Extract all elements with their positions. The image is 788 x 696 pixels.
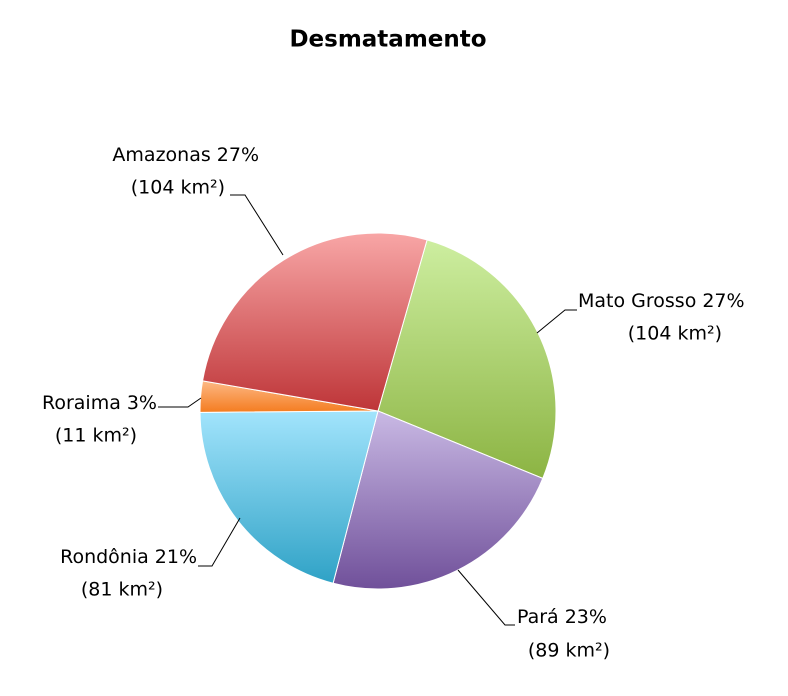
value-label: (104 km²) <box>131 177 225 199</box>
percent-label: 23% <box>565 606 607 628</box>
pie-slice <box>332 410 544 590</box>
category-label: Pará <box>517 606 559 628</box>
percent-label: 21% <box>155 546 197 568</box>
category-label: Amazonas <box>112 144 210 166</box>
category-label: Mato Grosso <box>578 290 696 312</box>
slice-label: Pará 23% <box>517 606 607 628</box>
value-label: (11 km²) <box>55 425 137 447</box>
value-label: (89 km²) <box>528 640 610 662</box>
leader-line <box>536 309 577 334</box>
slice-label: Amazonas 27% <box>112 144 259 166</box>
slice-label: Roraima 3% <box>42 392 157 414</box>
slice-label: Rondônia 21% <box>60 546 197 568</box>
percent-label: 27% <box>702 290 744 312</box>
pie-slice <box>199 410 379 584</box>
percent-label: 27% <box>217 144 259 166</box>
pie-slice <box>201 232 428 412</box>
percent-label: 3% <box>127 392 157 414</box>
pie-slice <box>377 239 557 480</box>
category-label: Roraima <box>42 392 121 414</box>
leader-line <box>230 194 284 256</box>
chart-title: Desmatamento <box>289 27 486 53</box>
value-label: (81 km²) <box>81 579 163 601</box>
leader-line <box>198 517 241 567</box>
leader-line <box>457 569 515 626</box>
value-label: (104 km²) <box>628 323 722 345</box>
category-label: Rondônia <box>60 546 149 568</box>
slice-label: Mato Grosso 27% <box>578 290 745 312</box>
leader-line <box>158 397 202 408</box>
